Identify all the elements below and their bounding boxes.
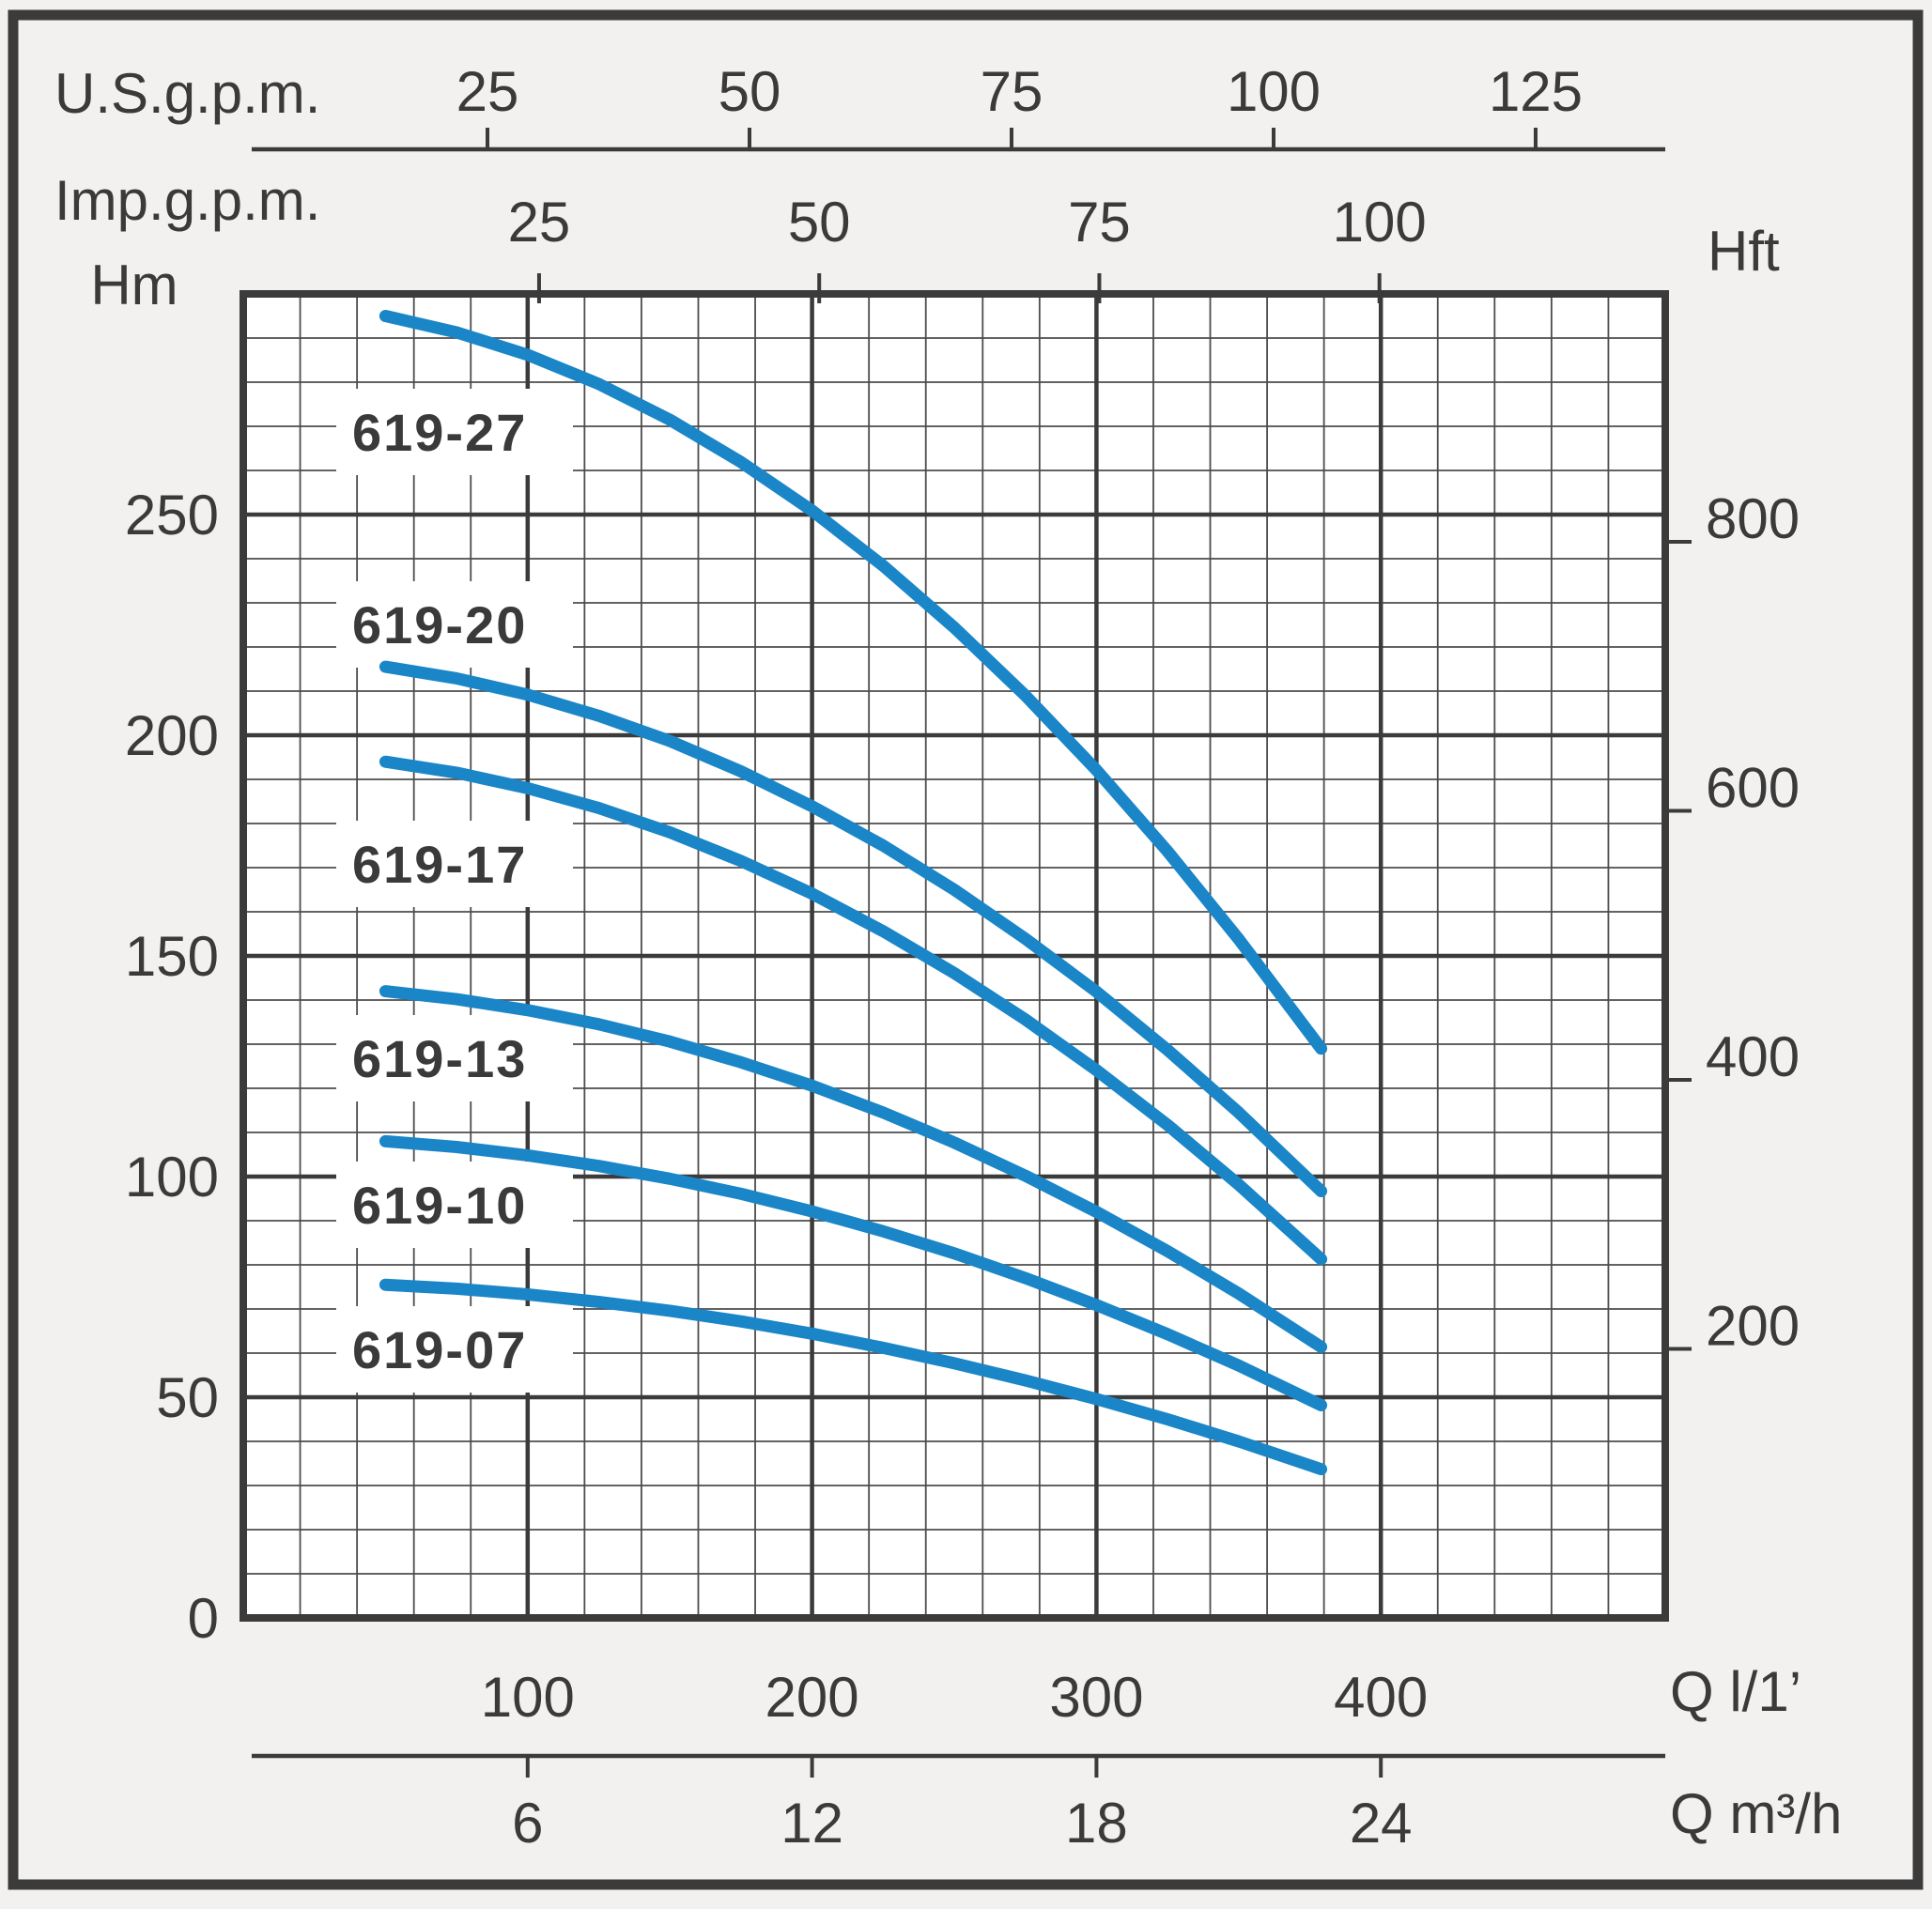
us-gpm-tick-label: 50 xyxy=(719,60,781,123)
hm-tick-label: 150 xyxy=(125,925,219,988)
q-m3h-tick-label: 12 xyxy=(781,1792,843,1855)
curve-619-07 xyxy=(379,1278,1328,1476)
us-gpm-tick-label: 100 xyxy=(1227,60,1321,123)
q-lmin-tick-label: 100 xyxy=(481,1666,575,1729)
curve-619-17 xyxy=(379,755,1328,1266)
imp-gpm-tick-label: 25 xyxy=(508,191,571,254)
hm-tick-label: 50 xyxy=(156,1366,219,1429)
us-gpm-axis-label: U.S.g.p.m. xyxy=(54,62,320,125)
curve-label-box xyxy=(336,1306,573,1393)
q-m3h-tick-label: 6 xyxy=(512,1792,543,1855)
q-m3h-axis-label: Q m³/h xyxy=(1670,1782,1842,1845)
plot-border xyxy=(240,290,1669,1622)
curve-label-619-07: 619-07 xyxy=(352,1320,527,1379)
hft-tick-label: 800 xyxy=(1706,487,1800,550)
imp-gpm-axis-label: Imp.g.p.m. xyxy=(54,169,320,232)
imp-gpm-tick-label: 75 xyxy=(1068,191,1131,254)
q-m3h-tick-label: 24 xyxy=(1350,1792,1413,1855)
q-lmin-tick-label: 400 xyxy=(1334,1666,1428,1729)
curve-label-619-17: 619-17 xyxy=(352,835,527,894)
outer-frame xyxy=(8,9,1924,1890)
curve-label-619-13: 619-13 xyxy=(352,1029,527,1088)
hft-tick-label: 400 xyxy=(1706,1025,1800,1088)
q-m3h-tick-label: 18 xyxy=(1065,1792,1128,1855)
curve-label-box xyxy=(336,1162,573,1248)
us-gpm-tick-label: 125 xyxy=(1489,60,1583,123)
curve-619-10 xyxy=(379,1134,1328,1411)
curve-619-13 xyxy=(379,985,1328,1353)
curve-label-619-20: 619-20 xyxy=(352,595,527,654)
curve-label-619-27: 619-27 xyxy=(352,403,527,462)
curve-619-27 xyxy=(379,310,1328,1055)
hft-tick-label: 200 xyxy=(1706,1294,1800,1357)
curve-619-20 xyxy=(379,660,1328,1197)
curve-label-box xyxy=(336,581,573,668)
curve-label-619-10: 619-10 xyxy=(352,1176,527,1235)
hft-axis-label: Hft xyxy=(1708,220,1780,283)
q-lmin-tick-label: 200 xyxy=(765,1666,859,1729)
hm-tick-label: 250 xyxy=(125,484,219,547)
curve-label-box xyxy=(336,389,573,475)
hm-axis-label: Hm xyxy=(90,254,178,316)
us-gpm-tick-label: 25 xyxy=(456,60,519,123)
hm-tick-label: 0 xyxy=(188,1587,219,1650)
hm-tick-label: 200 xyxy=(125,704,219,767)
imp-gpm-tick-label: 50 xyxy=(788,191,851,254)
hft-tick-label: 600 xyxy=(1706,756,1800,819)
hm-tick-label: 100 xyxy=(125,1146,219,1209)
curve-label-box xyxy=(336,1015,573,1101)
imp-gpm-tick-label: 100 xyxy=(1333,191,1427,254)
curve-label-box xyxy=(336,821,573,907)
q-lmin-axis-label: Q l/1’ xyxy=(1670,1660,1801,1723)
us-gpm-tick-label: 75 xyxy=(981,60,1043,123)
q-lmin-tick-label: 300 xyxy=(1049,1666,1143,1729)
